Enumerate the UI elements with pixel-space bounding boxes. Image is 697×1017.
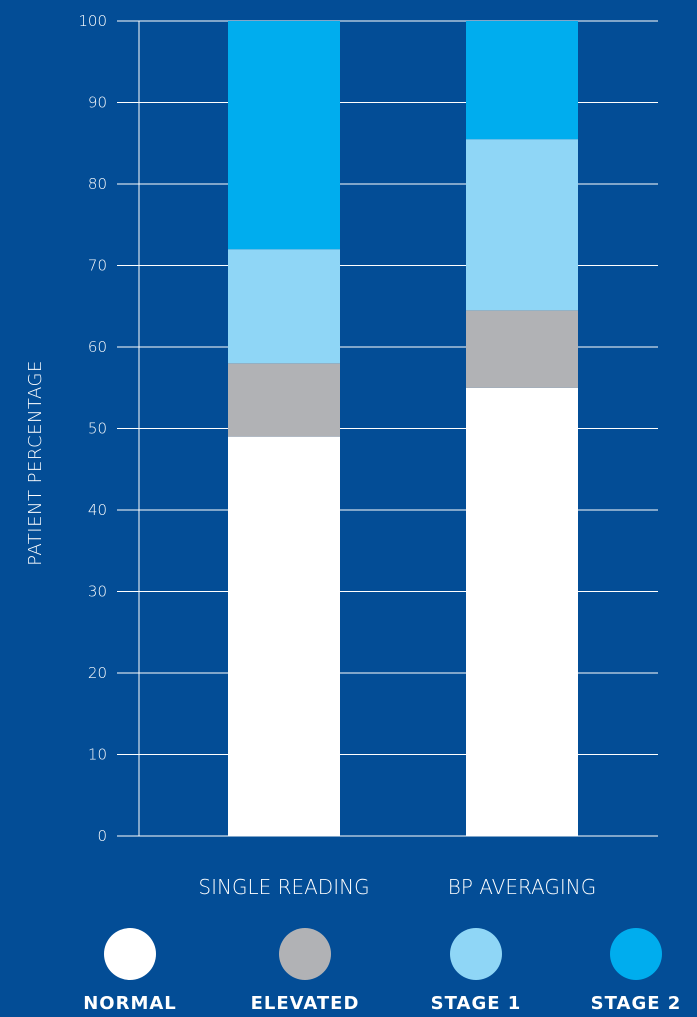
legend-item: ELEVATED: [235, 928, 375, 1014]
y-tick-label: 20: [88, 664, 107, 682]
legend-swatch: [610, 928, 662, 980]
y-tick-label: 50: [88, 420, 107, 438]
y-tick-label: 70: [88, 257, 107, 275]
bar-segment-stage-1: [466, 139, 578, 311]
bar-segment-stage-2: [228, 21, 340, 250]
legend-item: STAGE 2: [566, 928, 697, 1014]
legend-label: STAGE 1: [430, 993, 522, 1014]
y-tick-labels: 0 10 20 30 40 50 60 70 80 90 100: [78, 12, 107, 845]
legend-label: STAGE 2: [590, 993, 682, 1014]
y-tick-label: 100: [78, 12, 107, 30]
category-label: SINGLE READING: [198, 875, 369, 899]
bars: [228, 21, 578, 836]
bar-segment-elevated: [466, 310, 578, 388]
category-label: BP AVERAGING: [448, 875, 597, 899]
y-axis-title: PATIENT PERCENTAGE: [25, 360, 46, 566]
bar-segment-normal: [466, 387, 578, 836]
legend: NORMAL ELEVATED STAGE 1 STAGE 2: [0, 928, 697, 1017]
legend-label: ELEVATED: [250, 993, 360, 1014]
y-tick-label: 10: [88, 746, 107, 764]
y-tick-label: 90: [88, 94, 107, 112]
stacked-bar-chart: 0 10 20 30 40 50 60 70 80 90 100 SINGLE READING BP …: [25, 12, 658, 899]
y-tick-label: 60: [88, 338, 107, 356]
bar-segment-elevated: [228, 363, 340, 437]
y-tick-label: 40: [88, 501, 107, 519]
y-tick-label: 30: [88, 583, 107, 601]
legend-swatch: [279, 928, 331, 980]
bar-segment-normal: [228, 436, 340, 836]
bar-segment-stage-1: [228, 249, 340, 364]
legend-item: NORMAL: [60, 928, 200, 1014]
y-tick-label: 80: [88, 175, 107, 193]
category-labels: SINGLE READING BP AVERAGING: [198, 875, 596, 899]
legend-swatch: [104, 928, 156, 980]
bar-segment-stage-2: [466, 21, 578, 140]
y-tick-label: 0: [97, 827, 107, 845]
legend-label: NORMAL: [83, 993, 177, 1014]
legend-swatch: [450, 928, 502, 980]
legend-item: STAGE 1: [406, 928, 546, 1014]
